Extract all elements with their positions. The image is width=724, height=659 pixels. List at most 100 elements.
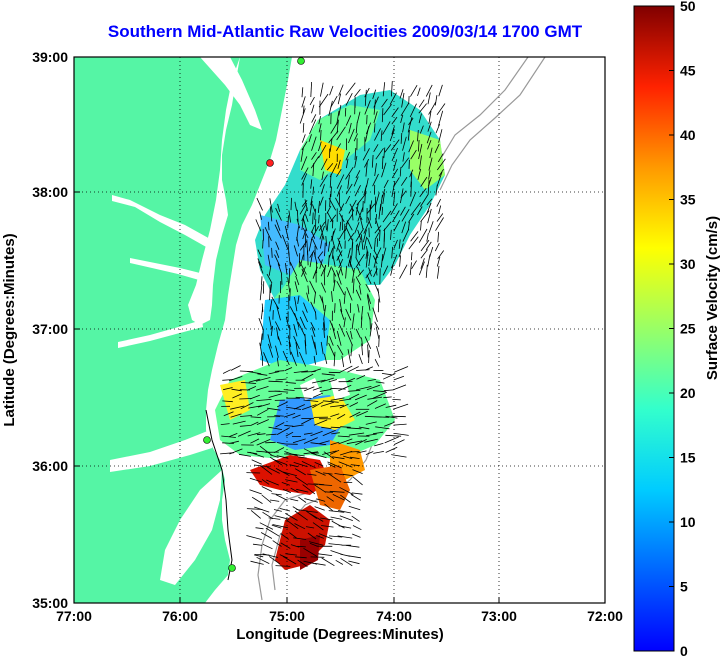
current-vector bbox=[320, 341, 324, 355]
current-vector bbox=[251, 459, 262, 465]
current-vector bbox=[426, 232, 429, 242]
current-vector bbox=[318, 116, 321, 125]
current-vector bbox=[378, 203, 382, 220]
y-axis-label: Latitude (Degrees:Minutes) bbox=[1, 233, 18, 426]
current-vector bbox=[374, 403, 386, 409]
current-vector bbox=[269, 299, 273, 312]
current-vector bbox=[318, 553, 333, 556]
current-vector bbox=[400, 132, 403, 144]
current-vector bbox=[345, 166, 354, 180]
current-vector bbox=[337, 414, 346, 420]
current-vector bbox=[290, 351, 297, 366]
current-vector bbox=[311, 104, 315, 114]
current-vector bbox=[347, 366, 359, 373]
current-vector bbox=[394, 433, 409, 436]
current-vector bbox=[282, 556, 297, 565]
current-vector bbox=[240, 415, 253, 417]
current-vector bbox=[293, 537, 307, 540]
current-vector bbox=[429, 147, 433, 159]
current-vector bbox=[307, 285, 310, 295]
current-vector bbox=[269, 284, 271, 301]
current-vector bbox=[349, 255, 352, 268]
current-vector bbox=[301, 156, 308, 170]
current-vector bbox=[348, 128, 355, 144]
current-vector bbox=[302, 227, 309, 239]
current-vector bbox=[309, 280, 317, 294]
current-vector bbox=[257, 373, 268, 376]
current-vector bbox=[238, 453, 251, 457]
current-vector bbox=[301, 404, 317, 410]
current-vector bbox=[348, 555, 361, 559]
current-vector bbox=[364, 158, 370, 168]
y-tick-label: 39:00 bbox=[32, 49, 68, 65]
current-vector bbox=[418, 143, 423, 160]
current-vector bbox=[391, 246, 393, 259]
current-vector bbox=[376, 345, 381, 358]
current-vector bbox=[267, 254, 271, 268]
current-vector bbox=[329, 138, 333, 152]
current-vector bbox=[306, 510, 318, 513]
current-vector bbox=[391, 116, 398, 125]
map-title: Southern Mid-Atlantic Raw Velocities 200… bbox=[107, 22, 583, 41]
current-vector bbox=[298, 456, 307, 459]
current-vector bbox=[385, 415, 398, 419]
current-vector bbox=[320, 377, 334, 383]
current-vector bbox=[262, 239, 264, 249]
current-vector bbox=[340, 557, 353, 567]
current-vector bbox=[287, 277, 291, 293]
current-vector bbox=[355, 276, 361, 286]
current-vector bbox=[301, 268, 308, 283]
outer-banks bbox=[205, 409, 233, 581]
current-vector bbox=[324, 503, 334, 512]
current-vector bbox=[434, 95, 438, 106]
current-vector bbox=[302, 122, 305, 133]
current-vector bbox=[410, 202, 421, 216]
current-vector bbox=[318, 93, 329, 108]
current-vector bbox=[299, 316, 306, 329]
current-vector bbox=[339, 203, 345, 213]
current-vector bbox=[352, 278, 355, 294]
current-vector bbox=[285, 263, 288, 275]
current-vector bbox=[428, 221, 434, 233]
colorbar-tick-label: 45 bbox=[680, 63, 696, 79]
current-vector bbox=[268, 517, 281, 520]
colorbar-tick-label: 50 bbox=[680, 0, 696, 14]
current-vector bbox=[230, 405, 245, 410]
current-vector bbox=[373, 390, 387, 393]
current-vector bbox=[301, 200, 308, 207]
current-vector bbox=[269, 198, 273, 213]
current-vector bbox=[347, 390, 361, 392]
colorbar-tick-label: 40 bbox=[680, 127, 696, 143]
x-axis-label: Longitude (Degrees:Minutes) bbox=[236, 626, 444, 643]
colorbar-tick-label: 10 bbox=[680, 514, 696, 530]
current-vector bbox=[356, 450, 367, 454]
current-vector bbox=[375, 381, 385, 384]
current-vector bbox=[434, 143, 440, 154]
current-vector bbox=[272, 458, 288, 466]
colorbar-tick-label: 25 bbox=[680, 321, 696, 337]
current-vector bbox=[230, 413, 242, 418]
current-vector bbox=[311, 335, 316, 349]
current-vector bbox=[295, 556, 307, 559]
current-vector bbox=[350, 494, 361, 501]
current-vector bbox=[340, 267, 343, 276]
current-vector bbox=[312, 186, 314, 195]
current-vector bbox=[332, 494, 345, 501]
current-vector bbox=[299, 108, 306, 124]
current-vector bbox=[261, 494, 272, 503]
current-vector bbox=[267, 407, 281, 411]
current-vector bbox=[374, 359, 380, 367]
current-vector bbox=[339, 486, 354, 495]
current-vector bbox=[368, 267, 372, 277]
current-vector bbox=[292, 453, 305, 457]
current-vector bbox=[354, 155, 358, 168]
current-vector bbox=[329, 173, 332, 188]
current-vector bbox=[259, 284, 263, 301]
current-vector bbox=[367, 379, 376, 382]
current-vector bbox=[356, 369, 370, 371]
current-vector bbox=[331, 520, 345, 529]
current-vector bbox=[338, 510, 351, 514]
current-vector bbox=[309, 250, 315, 258]
current-vector bbox=[250, 421, 259, 426]
current-vector bbox=[303, 437, 318, 444]
